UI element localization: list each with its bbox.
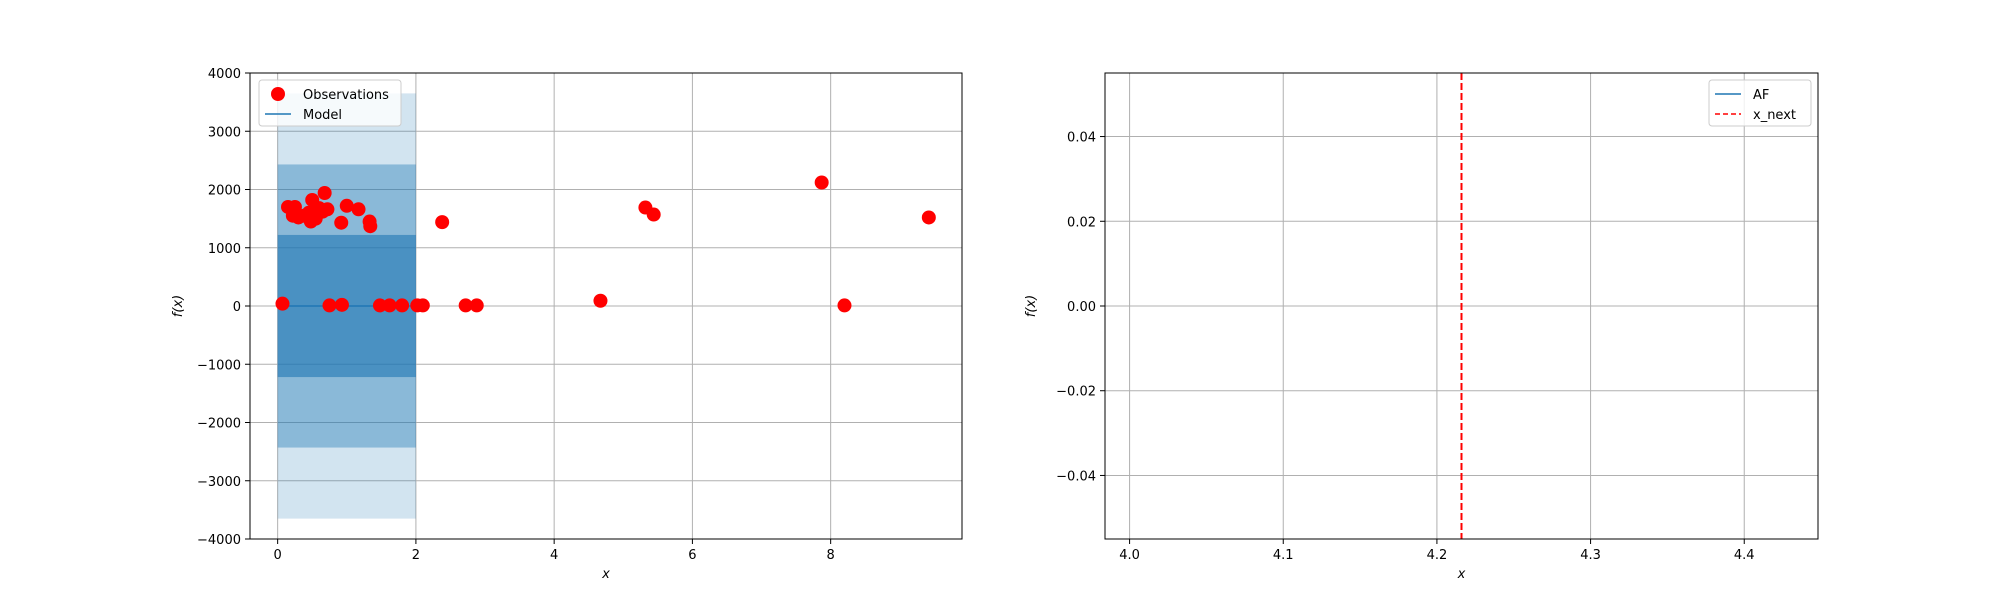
- x-tick-label: 2: [412, 548, 420, 563]
- y-tick-label: 0.04: [1067, 131, 1096, 146]
- observation-point: [351, 202, 366, 217]
- x-tick-label: 6: [688, 548, 696, 563]
- y-tick-label: −1000: [197, 358, 241, 373]
- y-tick-label: 0.00: [1067, 300, 1096, 315]
- observation-point: [320, 202, 335, 217]
- observation-point: [322, 298, 337, 313]
- observation-point: [458, 298, 473, 313]
- observation-point: [837, 298, 852, 313]
- observation-point: [921, 210, 936, 225]
- observation-point: [317, 185, 332, 200]
- x-tick-label: 0: [274, 548, 282, 563]
- y-tick-label: −4000: [197, 533, 241, 548]
- observation-point: [275, 296, 290, 311]
- x-tick-label: 4.1: [1273, 548, 1294, 563]
- observation-point: [469, 298, 484, 313]
- observation-point: [363, 219, 378, 234]
- observation-point: [334, 297, 349, 312]
- x-tick-label: 4.0: [1119, 548, 1140, 563]
- observation-point: [334, 215, 349, 230]
- legend-af-label: AF: [1753, 88, 1769, 103]
- y-tick-label: 1000: [208, 242, 241, 257]
- legend-model-label: Model: [303, 108, 342, 123]
- right-plot-acquisition-function: 4.0 4.1 4.2 4.3 4.4 −0.04 −0.02 0.00 0.02 0.04 x f(…: [1024, 72, 1819, 582]
- y-tick-label: −0.04: [1056, 469, 1096, 484]
- y-tick-label: 4000: [208, 67, 241, 82]
- left-plot-observations-model: 0 2 4 6 8 −4000 −3000 −2000 −1000 0 1000 2000 3000 40…: [171, 67, 963, 582]
- x-tick-label: 8: [827, 548, 835, 563]
- y-tick-label: 0.02: [1067, 215, 1096, 230]
- observation-point: [435, 215, 450, 230]
- x-axis-label: x: [601, 567, 610, 582]
- x-tick-label: 4.3: [1580, 548, 1601, 563]
- y-tick-label: 0: [233, 300, 241, 315]
- observation-point: [382, 298, 397, 313]
- y-axis-label: f(x): [171, 295, 186, 317]
- observation-point: [339, 198, 354, 213]
- x-axis-label: x: [1457, 567, 1466, 582]
- observation-point: [415, 298, 430, 313]
- y-tick-label: −3000: [197, 475, 241, 490]
- observation-point: [395, 298, 410, 313]
- x-tick-label: 4: [550, 548, 558, 563]
- y-tick-label: 2000: [208, 184, 241, 199]
- observation-point: [372, 298, 387, 313]
- legend-x-next-label: x_next: [1753, 108, 1796, 123]
- x-tick-label: 4.4: [1734, 548, 1755, 563]
- y-tick-label: 3000: [208, 125, 241, 140]
- observation-point: [646, 207, 661, 222]
- legend-box: [258, 79, 402, 127]
- x-tick-label: 4.2: [1427, 548, 1448, 563]
- legend-observations-label: Observations: [303, 88, 389, 103]
- legend-observations-marker: [271, 87, 285, 101]
- y-tick-label: −2000: [197, 417, 241, 432]
- observation-point: [593, 293, 608, 308]
- observation-point: [814, 175, 829, 190]
- y-axis-label: f(x): [1024, 295, 1039, 317]
- y-tick-label: −0.02: [1056, 385, 1096, 400]
